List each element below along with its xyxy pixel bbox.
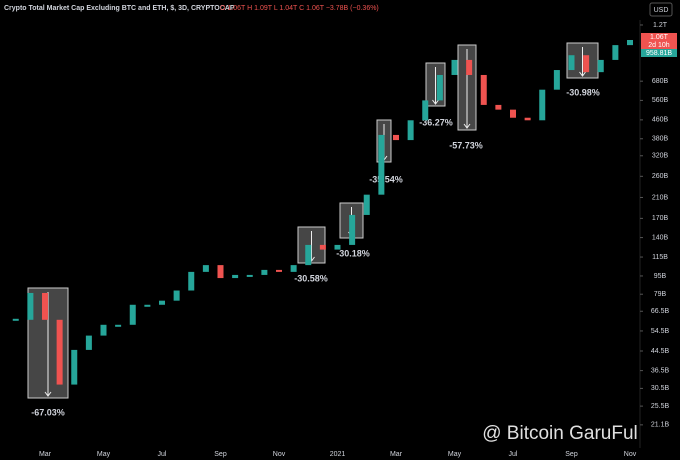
y-tick-label: 95B [654, 273, 667, 280]
y-tick-label: 1.2T [653, 22, 668, 29]
candle [42, 292, 48, 320]
candle [583, 55, 590, 73]
candle [261, 269, 268, 275]
candle [568, 55, 575, 71]
candle [407, 120, 414, 141]
y-tick-label: 25.5B [651, 403, 670, 410]
y-tick-label: 460B [652, 117, 669, 124]
x-tick-label: Sep [565, 451, 578, 458]
currency-box [649, 2, 673, 17]
candle [319, 244, 326, 250]
candle [188, 271, 195, 291]
candle [12, 318, 19, 321]
candle [553, 70, 560, 90]
y-tick-label: 54.5B [651, 328, 670, 335]
x-tick-label: Nov [624, 451, 637, 458]
candle [451, 59, 458, 75]
drawdown-label: -67.03% [31, 407, 65, 417]
candle [539, 89, 546, 121]
price-tag-box [641, 49, 677, 57]
candle [495, 104, 502, 110]
y-tick-label: 380B [652, 136, 669, 143]
drawdown-label: -36.27% [419, 117, 453, 127]
candle [363, 194, 370, 215]
candle [305, 244, 312, 266]
candle [71, 349, 78, 385]
y-tick-label: 30.5B [651, 385, 670, 392]
drawdown-arrowhead [463, 123, 471, 129]
x-tick-label: May [97, 451, 111, 458]
candle [246, 274, 253, 277]
x-tick-label: Mar [39, 451, 52, 458]
price-tag: 2d 10h [648, 42, 670, 49]
y-tick-label: 115B [652, 254, 668, 261]
y-tick-label: 260B [652, 173, 669, 180]
drawdown-label: -30.58% [294, 273, 328, 283]
price-tag: 958.81B [646, 50, 672, 57]
candle [85, 335, 92, 350]
candle [334, 244, 341, 250]
candle [56, 319, 63, 385]
x-tick-label: Mar [390, 451, 403, 458]
candle [422, 100, 429, 121]
candle [27, 292, 34, 320]
candle [480, 74, 487, 105]
candle [276, 269, 282, 272]
candle [232, 274, 239, 279]
candle [378, 134, 385, 195]
y-tick-label: 210B [652, 194, 669, 201]
candle [627, 39, 633, 46]
candle [612, 45, 619, 60]
chart-title: Crypto Total Market Cap Excluding BTC an… [4, 5, 235, 12]
candle [349, 214, 356, 245]
x-tick-label: Nov [273, 451, 286, 458]
x-tick-label: 2021 [330, 451, 346, 458]
drawdown-label: -30.98% [566, 87, 600, 97]
y-tick-label: 79B [654, 291, 667, 298]
candle [597, 59, 604, 73]
y-tick-label: 560B [652, 97, 669, 104]
y-tick-label: 680B [652, 78, 669, 85]
watermark: @ Bitcoin GaruFul [482, 423, 638, 444]
drawdown-label: -30.18% [336, 248, 370, 258]
y-tick-label: 21.1B [651, 422, 670, 429]
price-tag-box [641, 41, 677, 49]
ohlc: O 1.06T H 1.09T L 1.04T C 1.06T −3.78B (… [220, 5, 379, 12]
price-tag-box [641, 33, 677, 41]
drawdown-arrowhead [432, 99, 439, 105]
candle [290, 265, 297, 272]
candle [115, 324, 122, 327]
drawdown-arrowhead [579, 71, 586, 77]
x-tick-label: Jul [158, 451, 167, 458]
y-tick-label: 66.5B [651, 308, 670, 315]
candle [144, 304, 151, 307]
candle [466, 59, 473, 75]
drawdown-arrowhead [44, 391, 52, 397]
y-tick-label: 320B [652, 153, 669, 160]
candle [524, 117, 531, 121]
candle [510, 109, 516, 118]
candle [173, 290, 180, 301]
x-tick-label: May [448, 451, 462, 458]
price-tag: 1.06T [650, 34, 669, 41]
y-tick-label: 170B [652, 215, 669, 222]
currency: USD [654, 7, 669, 14]
candle [100, 324, 107, 336]
y-tick-label: 36.5B [651, 367, 670, 374]
candle [393, 134, 399, 141]
candle [129, 304, 136, 325]
candle [159, 300, 165, 305]
y-tick-label: 44.5B [651, 348, 670, 355]
candle [202, 265, 209, 272]
y-tick-label: 140B [652, 234, 669, 241]
candle [436, 74, 443, 101]
drawdown-label: -57.73% [449, 140, 483, 150]
drawdown-label: -35.54% [369, 174, 403, 184]
x-tick-label: Jul [509, 451, 518, 458]
x-tick-label: Sep [214, 451, 227, 458]
candle [217, 265, 224, 279]
